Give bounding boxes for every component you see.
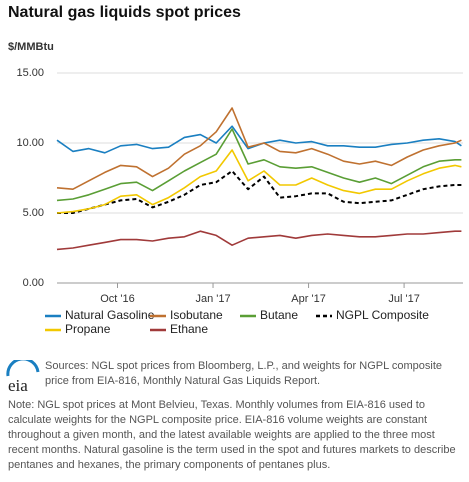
y-tick-label: 10.00 xyxy=(16,137,44,149)
eia-logo: eia xyxy=(6,360,40,395)
series-line xyxy=(57,170,462,214)
y-tick-label: 0.00 xyxy=(23,277,44,289)
series-line xyxy=(56,128,462,202)
legend-label: Butane xyxy=(260,308,298,322)
legend-label: NGPL Composite xyxy=(336,308,429,322)
chart: Natural gas liquids spot prices $/MMBtu … xyxy=(8,4,463,336)
source-text: Sources: NGL spot prices from Bloomberg,… xyxy=(45,360,442,387)
legend-label: Isobutane xyxy=(170,308,223,322)
x-tick-label: Apr '17 xyxy=(291,293,326,305)
x-tick-label: Oct '16 xyxy=(100,293,135,305)
chart-title: Natural gas liquids spot prices xyxy=(8,4,241,21)
x-tick-label: Jul '17 xyxy=(388,293,419,305)
y-tick-label: 15.00 xyxy=(16,67,44,79)
note-text: Note: NGL spot prices at Mont Belvieu, T… xyxy=(8,399,456,471)
x-tick-label: Jan '17 xyxy=(195,293,230,305)
logo-text: eia xyxy=(8,376,28,395)
y-tick-label: 5.00 xyxy=(23,207,44,219)
series-line xyxy=(56,230,462,251)
legend-label: Ethane xyxy=(170,322,208,336)
y-axis-label: $/MMBtu xyxy=(8,41,54,53)
logo-arc xyxy=(6,360,40,377)
series-line xyxy=(56,107,462,190)
legend-label: Propane xyxy=(65,322,111,336)
legend-label: Natural Gasoline xyxy=(65,308,155,322)
series-line xyxy=(56,125,462,154)
series-line xyxy=(56,149,462,214)
